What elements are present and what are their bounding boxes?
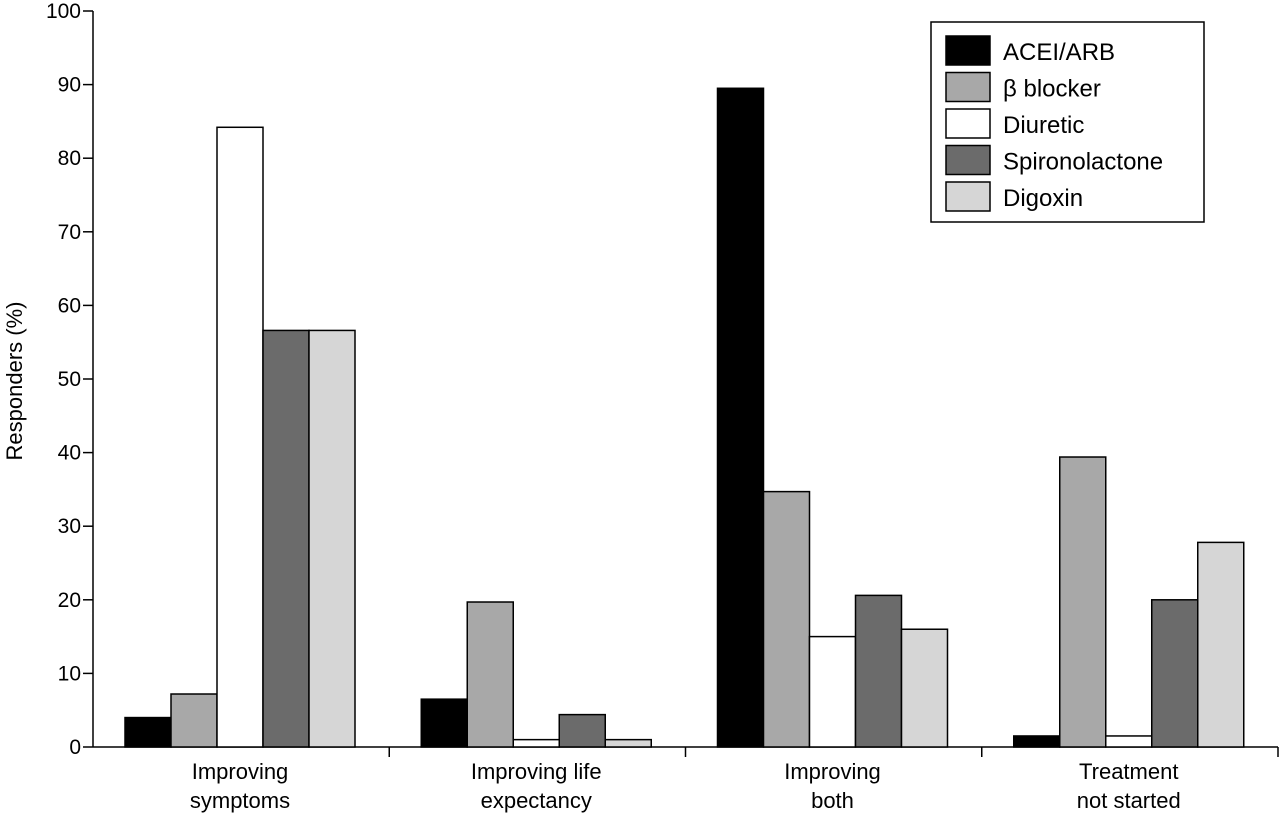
bar [558, 713, 606, 748]
y-tick-label: 50 [58, 368, 81, 391]
bar [762, 490, 811, 748]
category-label-line: Improving [784, 759, 881, 784]
y-tick-label: 30 [58, 515, 81, 538]
category-label-line: both [811, 788, 854, 813]
bar [1059, 456, 1107, 748]
legend-label: β blocker [1003, 76, 1101, 103]
bar [512, 738, 560, 748]
legend-swatch [945, 71, 991, 103]
legend: ACEI/ARB β blocker Diuretic Spironolactone D… [930, 21, 1205, 223]
y-tick-label: 90 [58, 74, 81, 97]
legend-label: Digoxin [1003, 185, 1083, 212]
y-tick-label: 100 [46, 0, 81, 23]
bar [420, 698, 468, 748]
legend-swatch [945, 108, 991, 139]
y-tick-label: 0 [69, 736, 81, 759]
bar [1013, 735, 1061, 748]
category-label: Improving both [784, 759, 881, 813]
legend-label: Diuretic [1003, 112, 1084, 139]
legend-swatch [945, 181, 991, 212]
legend-label: ACEI/ARB [1003, 39, 1115, 66]
bars [124, 87, 1245, 748]
category-label: Improving symptoms [190, 759, 290, 813]
y-axis-title: Responders (%) [2, 302, 27, 461]
category-label-line: not started [1077, 788, 1181, 813]
legend-swatch [945, 35, 991, 66]
bar [308, 329, 356, 748]
category-label-line: Treatment [1079, 759, 1178, 784]
bar [716, 87, 765, 748]
bar [604, 738, 652, 748]
y-tick-label: 60 [58, 294, 81, 317]
bar [854, 594, 903, 748]
category-label: Improving life expectancy [471, 759, 602, 813]
bar [1197, 541, 1245, 748]
y-tick-label: 40 [58, 442, 81, 465]
legend-label: Spironolactone [1003, 149, 1163, 176]
bar [216, 126, 264, 748]
bar [900, 628, 949, 748]
legend-swatch [945, 144, 991, 176]
bar [1105, 735, 1153, 748]
bar [466, 601, 514, 748]
bar [262, 329, 310, 748]
category-labels: Improving symptoms Improving life expectanc… [190, 759, 1181, 813]
y-tick-label: 20 [58, 589, 81, 612]
category-label-line: Improving [192, 759, 289, 784]
bar [124, 716, 172, 748]
y-tick-label: 80 [58, 147, 81, 170]
bar [170, 693, 218, 748]
bar [808, 635, 857, 748]
y-tick-label: 10 [58, 662, 81, 685]
category-label-line: expectancy [481, 788, 592, 813]
bar [1151, 599, 1199, 748]
category-label-line: symptoms [190, 788, 290, 813]
category-label: Treatment not started [1077, 759, 1181, 813]
category-label-line: Improving life [471, 759, 602, 784]
y-tick-label: 70 [58, 221, 81, 244]
